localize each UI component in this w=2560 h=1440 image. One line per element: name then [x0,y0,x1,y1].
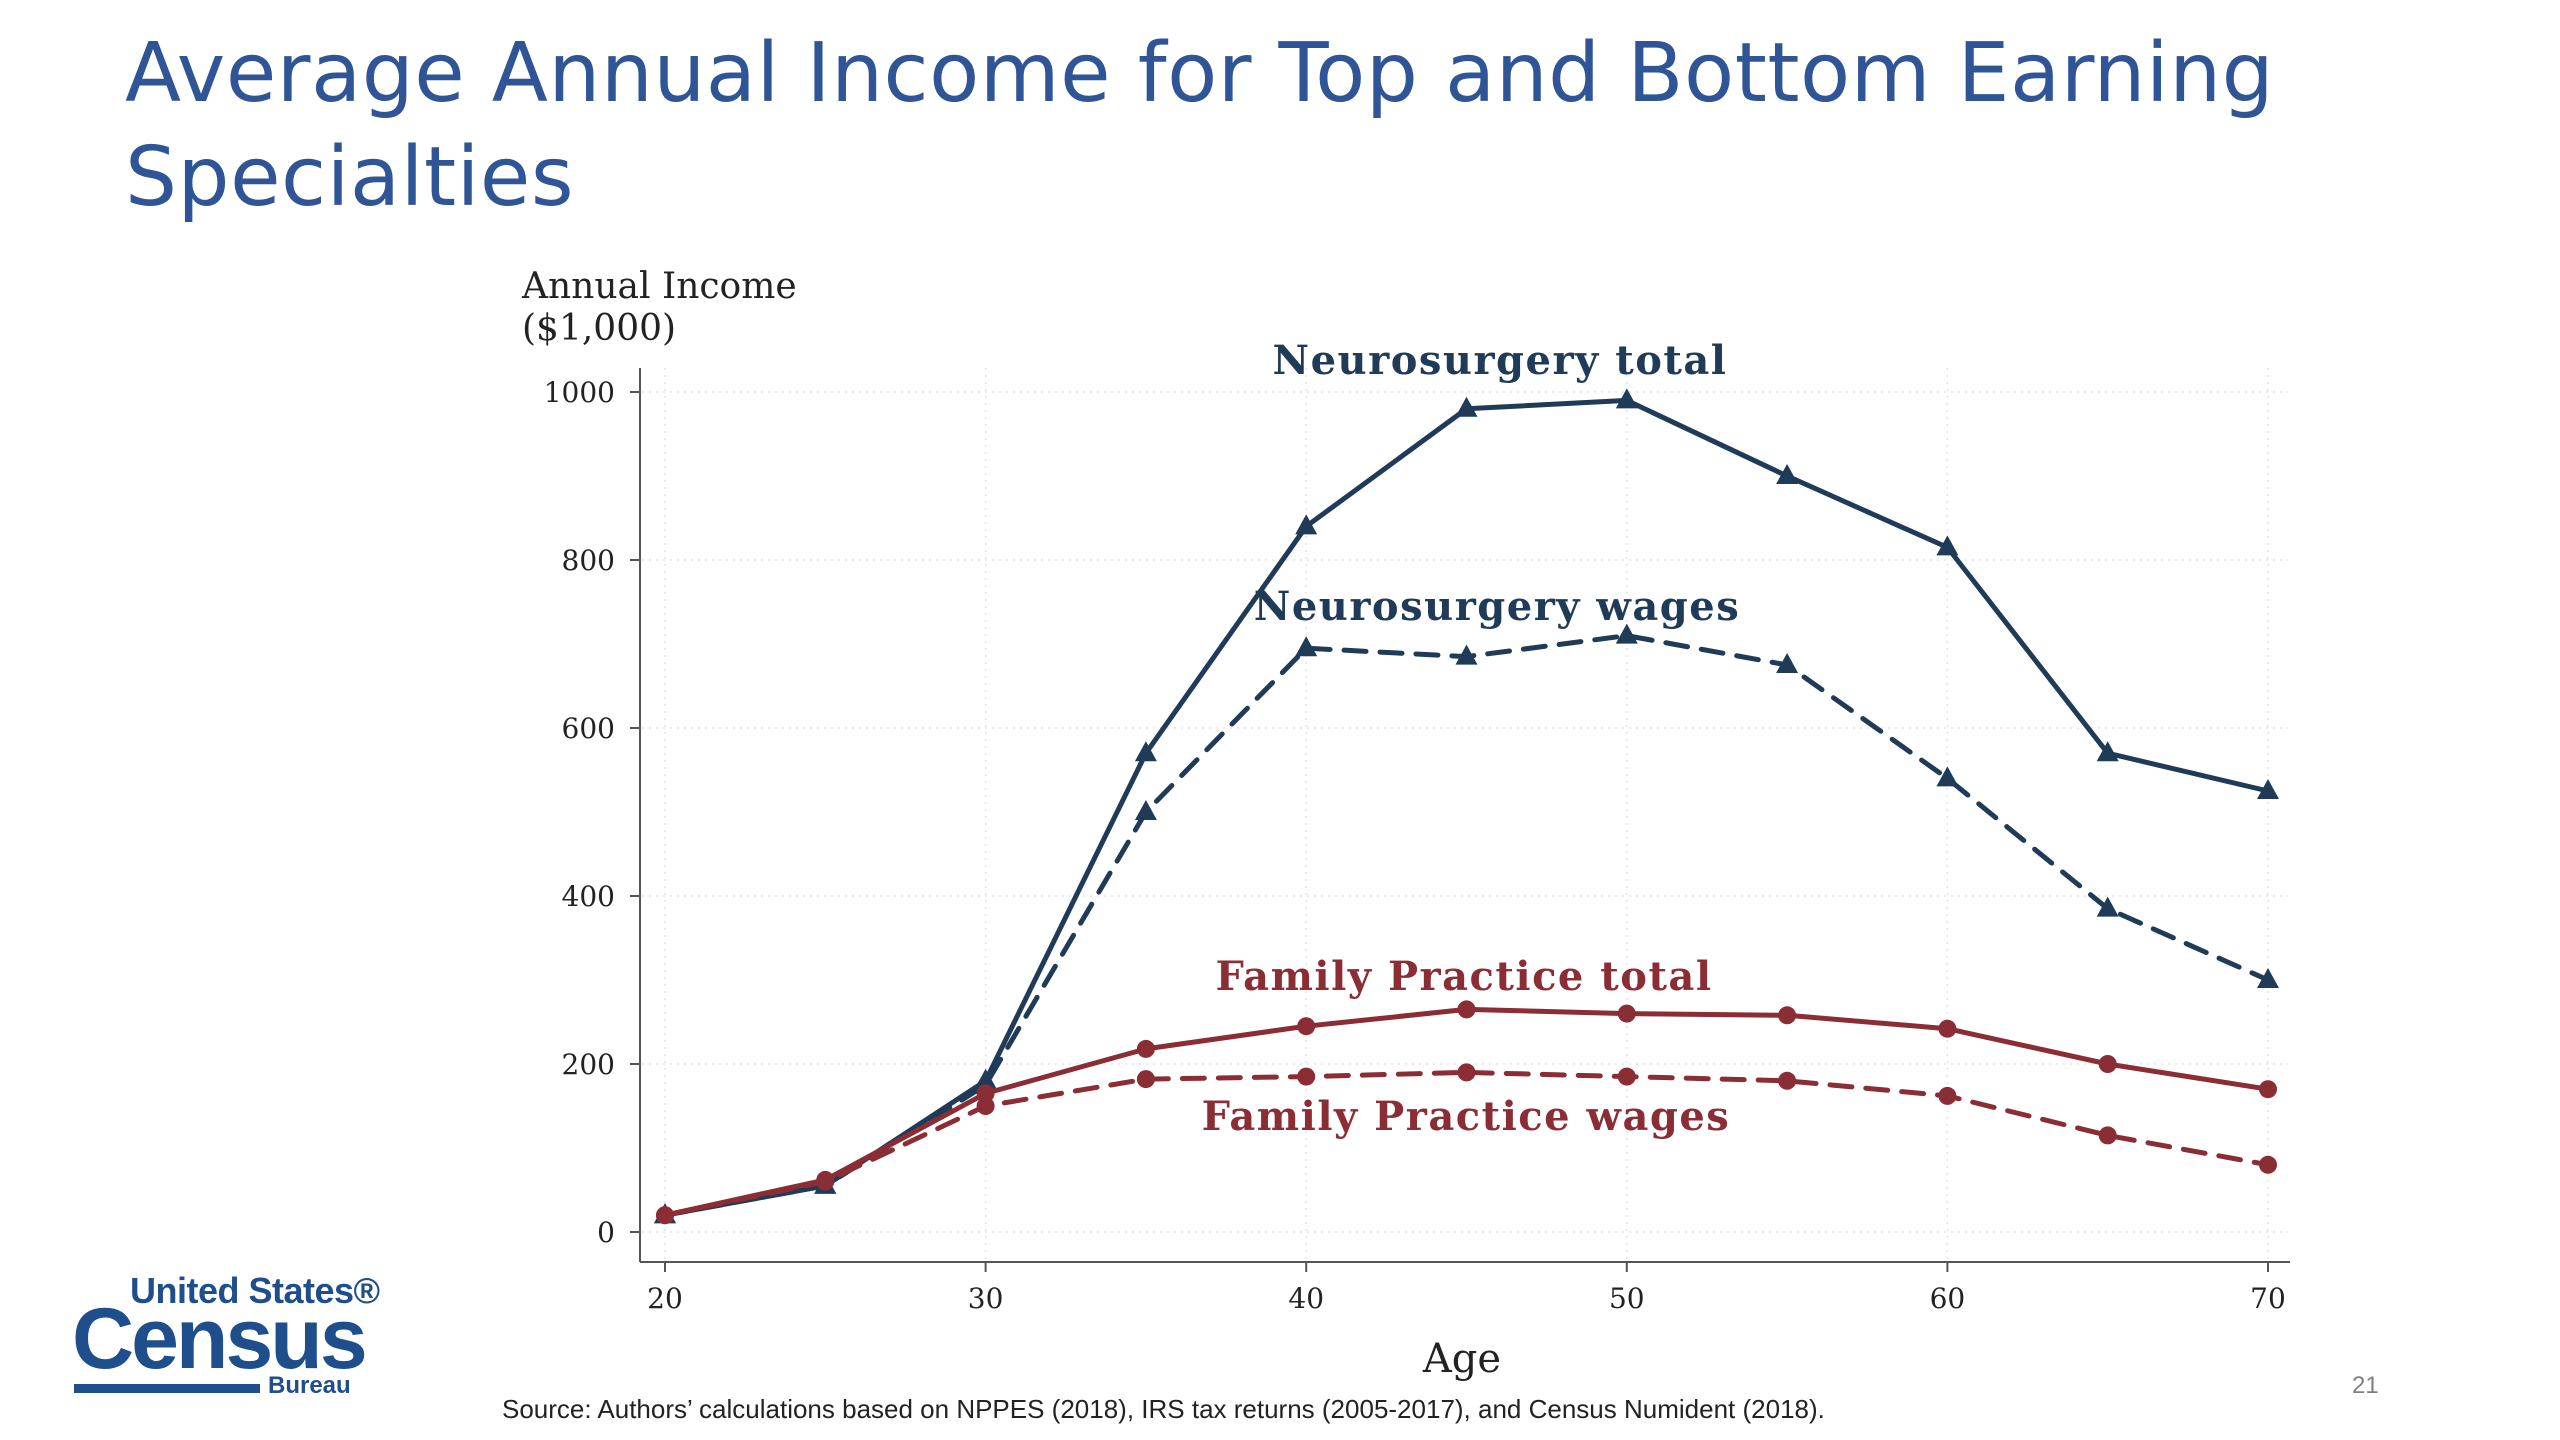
neurosurgery-total-label: Neurosurgery total [1273,337,1728,384]
axis-layer: 0 200 400 600 800 1000 20 30 40 50 60 70 [544,368,2290,1315]
family-practice-total-marker [976,1084,995,1103]
neurosurgery-wages-marker [1455,644,1478,665]
family-practice-wages-marker [1457,1063,1476,1082]
x-tick-label: 60 [1930,1282,1966,1315]
y-axis-label-line1: Annual Income [521,266,797,307]
neurosurgery-total-marker [1615,388,1638,409]
family-practice-wages-marker [1938,1086,1957,1105]
family-practice-wages-marker [976,1097,995,1115]
neurosurgery-total-marker [2257,779,2279,799]
x-tick-label: 40 [1288,1282,1324,1315]
neurosurgery-wages-marker [1615,623,1638,644]
y-axis-label-line2: ($1,000) [522,308,676,349]
neurosurgery-total-marker [1776,464,1799,484]
source-note: Source: Authors’ calculations based on N… [502,1394,1825,1424]
family-practice-wages-marker [2259,1155,2277,1174]
family-practice-wages-label: Family Practice wages [1202,1093,1731,1140]
family-practice-total-marker [2259,1080,2277,1099]
y-tick-label: 200 [562,1048,615,1081]
x-tick-label: 50 [1609,1282,1645,1315]
neurosurgery-wages-marker [1776,653,1799,673]
family-practice-total-marker [2098,1055,2117,1073]
x-tick-label: 20 [647,1282,683,1315]
family-practice-wages-marker [1136,1070,1155,1089]
family-practice-total-label: Family Practice total [1215,953,1712,1000]
neurosurgery-wages-marker [2096,896,2119,917]
family-practice-wages-marker [1617,1067,1636,1086]
logo-line-bureau: Bureau [268,1372,351,1399]
family-practice-wages-marker [1297,1067,1316,1086]
family-practice-wages-marker [656,1206,674,1225]
neurosurgery-wages-marker [2257,968,2279,988]
y-tick-label: 400 [562,880,615,913]
y-tick-label: 800 [562,544,615,577]
family-practice-wages-marker [816,1172,835,1191]
family-practice-total-marker [1297,1017,1316,1036]
grid-layer [642,368,2288,1260]
neurosurgery-total-marker [1936,535,1959,556]
y-tick-label: 600 [562,712,615,745]
y-tick-label: 1000 [544,376,615,409]
x-tick-label: 70 [2250,1282,2286,1315]
neurosurgery-total-marker [2096,741,2119,762]
x-tick-label: 30 [968,1282,1004,1315]
family-practice-total-marker [1778,1006,1797,1025]
series-label-layer: Neurosurgery total Neurosurgery wages Fami… [1202,337,1740,1140]
slide-title: Average Annual Income for Top and Bottom… [125,26,2275,225]
neurosurgery-wages-marker [1295,636,1318,657]
neurosurgery-total-marker [1455,396,1478,417]
y-tick-label: 0 [597,1216,615,1249]
neurosurgery-wages-label: Neurosurgery wages [1254,583,1740,630]
family-practice-wages-marker [2098,1126,2117,1145]
neurosurgery-wages-marker [1936,766,1959,787]
family-practice-total-marker [1136,1039,1155,1058]
family-practice-total-marker [1938,1019,1957,1038]
neurosurgery-total-marker [1295,514,1318,535]
neurosurgery-wages-marker [1134,800,1157,820]
census-bureau-logo: United States® Census Bureau [72,1270,392,1410]
series-layer [654,388,2279,1225]
family-practice-total-marker [1457,1000,1476,1019]
logo-line-united-states: United States® [130,1270,380,1311]
family-practice-wages-marker [1778,1071,1797,1090]
page-number: 21 [2352,1372,2379,1399]
family-practice-total-marker [1617,1004,1636,1023]
x-axis-label: Age [1422,1336,1501,1382]
neurosurgery-total-marker [1134,741,1157,762]
logo-line-census: Census [72,1291,368,1387]
logo-underline [74,1384,260,1393]
